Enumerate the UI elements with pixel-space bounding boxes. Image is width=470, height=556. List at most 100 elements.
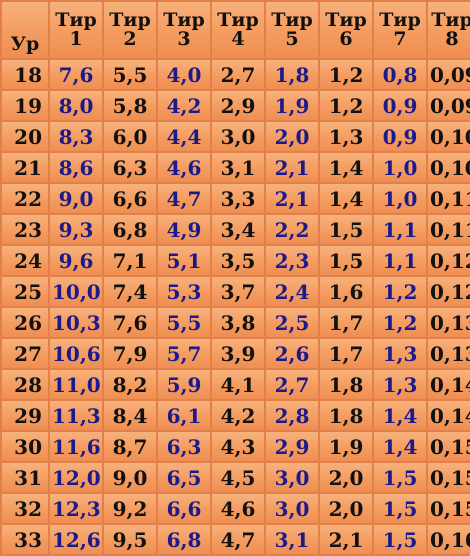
tier-3-value: 5,5: [158, 308, 210, 337]
tier-4-value: 3,8: [212, 308, 264, 337]
tier-header-number: 6: [339, 28, 353, 50]
tier-8-value: 0,12: [428, 246, 470, 275]
tier-4-value: 4,1: [212, 370, 264, 399]
tier-8-value: 0,13: [428, 339, 470, 368]
tier-7-value: 1,0: [374, 184, 426, 213]
tier-7-value: 1,0: [374, 153, 426, 182]
tier-6-value: 1,4: [320, 184, 372, 213]
table-header: Ур Тир 1 Тир 2 Тир 3 Тир 4 Тир 5 Тир 6 Тир 7 Тир 8: [2, 2, 470, 58]
tier-8-value: 0,12: [428, 277, 470, 306]
tier-4-value: 2,7: [212, 60, 264, 89]
tier-4-value: 3,0: [212, 122, 264, 151]
level-cell: 20: [2, 122, 48, 151]
tier-4-value: 4,6: [212, 494, 264, 523]
tier-header-5: Тир 5: [266, 2, 318, 58]
tier-header-number: 5: [285, 28, 299, 50]
tier-1-value: 12,0: [50, 463, 102, 492]
tier-header-3: Тир 3: [158, 2, 210, 58]
tier-6-value: 1,7: [320, 339, 372, 368]
tier-header-number: 2: [123, 28, 137, 50]
table-row: 198,05,84,22,91,91,20,90,09: [2, 91, 470, 120]
tier-2-value: 7,9: [104, 339, 156, 368]
tier-2-value: 6,0: [104, 122, 156, 151]
tier-7-value: 1,1: [374, 215, 426, 244]
tier-5-value: 2,5: [266, 308, 318, 337]
tier-5-value: 2,1: [266, 153, 318, 182]
tier-1-value: 12,3: [50, 494, 102, 523]
tier-8-value: 0,09: [428, 91, 470, 120]
tier-3-value: 4,7: [158, 184, 210, 213]
level-cell: 27: [2, 339, 48, 368]
tier-5-value: 2,3: [266, 246, 318, 275]
header-row: Ур Тир 1 Тир 2 Тир 3 Тир 4 Тир 5 Тир 6 Тир 7 Тир 8: [2, 2, 470, 58]
tier-6-value: 1,5: [320, 215, 372, 244]
table-row: 208,36,04,43,02,01,30,90,10: [2, 122, 470, 151]
tier-3-value: 5,3: [158, 277, 210, 306]
tier-header-8: Тир 8: [428, 2, 470, 58]
level-cell: 22: [2, 184, 48, 213]
tier-5-value: 2,6: [266, 339, 318, 368]
tier-5-value: 1,8: [266, 60, 318, 89]
tier-4-value: 4,2: [212, 401, 264, 430]
tier-1-value: 10,6: [50, 339, 102, 368]
level-cell: 26: [2, 308, 48, 337]
tier-1-value: 10,3: [50, 308, 102, 337]
tier-8-value: 0,11: [428, 184, 470, 213]
tier-7-value: 1,5: [374, 463, 426, 492]
level-header: Ур: [2, 2, 48, 58]
tier-4-value: 4,7: [212, 525, 264, 554]
tier-3-value: 4,0: [158, 60, 210, 89]
tier-header-6: Тир 6: [320, 2, 372, 58]
tier-header-number: 1: [69, 28, 83, 50]
tier-5-value: 2,9: [266, 432, 318, 461]
tier-5-value: 2,0: [266, 122, 318, 151]
level-cell: 33: [2, 525, 48, 554]
tier-2-value: 7,1: [104, 246, 156, 275]
tier-3-value: 5,1: [158, 246, 210, 275]
tier-8-value: 0,11: [428, 215, 470, 244]
tier-7-value: 1,2: [374, 277, 426, 306]
level-cell: 23: [2, 215, 48, 244]
tier-header-7: Тир 7: [374, 2, 426, 58]
tier-8-value: 0,16: [428, 525, 470, 554]
tier-4-value: 2,9: [212, 91, 264, 120]
tier-2-value: 9,0: [104, 463, 156, 492]
tier-6-value: 1,7: [320, 308, 372, 337]
tier-7-value: 1,4: [374, 432, 426, 461]
tier-3-value: 4,6: [158, 153, 210, 182]
level-cell: 28: [2, 370, 48, 399]
tier-2-value: 5,8: [104, 91, 156, 120]
tier-2-value: 6,8: [104, 215, 156, 244]
tier-6-value: 1,8: [320, 370, 372, 399]
tier-3-value: 6,6: [158, 494, 210, 523]
tier-6-value: 1,3: [320, 122, 372, 151]
level-cell: 24: [2, 246, 48, 275]
tier-4-value: 3,5: [212, 246, 264, 275]
tier-3-value: 4,9: [158, 215, 210, 244]
tier-header-word: Тир: [325, 9, 367, 31]
tier-header-word: Тир: [431, 9, 470, 31]
tier-8-value: 0,15: [428, 494, 470, 523]
tier-5-value: 1,9: [266, 91, 318, 120]
tier-7-value: 1,5: [374, 494, 426, 523]
tier-1-value: 11,6: [50, 432, 102, 461]
tier-8-value: 0,14: [428, 370, 470, 399]
tier-6-value: 1,9: [320, 432, 372, 461]
tier-7-value: 1,4: [374, 401, 426, 430]
tier-2-value: 7,4: [104, 277, 156, 306]
tier-3-value: 6,5: [158, 463, 210, 492]
tier-2-value: 6,6: [104, 184, 156, 213]
table-row: 239,36,84,93,42,21,51,10,11: [2, 215, 470, 244]
tier-7-value: 0,9: [374, 91, 426, 120]
tier-8-value: 0,14: [428, 401, 470, 430]
level-cell: 19: [2, 91, 48, 120]
tier-2-value: 6,3: [104, 153, 156, 182]
tier-4-value: 3,9: [212, 339, 264, 368]
tier-7-value: 1,1: [374, 246, 426, 275]
